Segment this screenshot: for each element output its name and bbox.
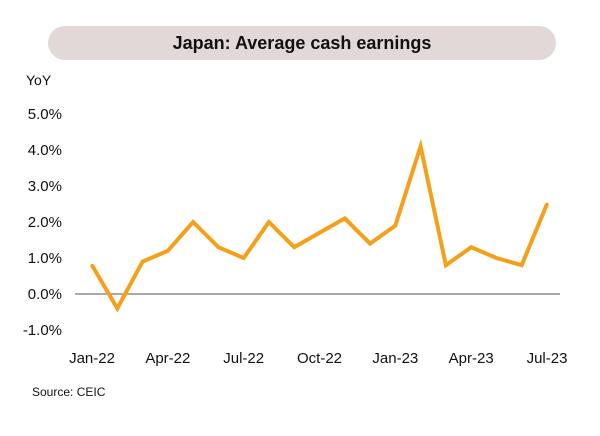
x-tick-label: Jan-22 [69, 350, 115, 367]
data-point [520, 263, 524, 267]
x-tick-label: Oct-22 [297, 350, 342, 367]
series-layer [90, 138, 549, 313]
x-tick-label: Jan-23 [372, 350, 418, 367]
data-point [494, 256, 498, 260]
data-point [545, 202, 549, 206]
data-point [115, 306, 119, 310]
y-axis-label: YoY [26, 72, 52, 88]
y-axis-ticks: 5.0% 4.0% 3.0% 2.0% 1.0% 0.0% -1.0% [23, 106, 62, 339]
data-point [444, 263, 448, 267]
x-tick-label: Apr-22 [145, 350, 190, 367]
chart-title: Japan: Average cash earnings [172, 32, 432, 53]
source-note: Source: CEIC [32, 385, 106, 399]
data-point [419, 144, 423, 148]
data-point [166, 249, 170, 253]
data-point [343, 216, 347, 220]
chart-title-banner: Japan: Average cash earnings [48, 26, 556, 60]
data-point [318, 231, 321, 235]
data-point [393, 224, 397, 228]
y-tick-label: 2.0% [28, 214, 62, 231]
data-point [292, 245, 296, 249]
data-point [216, 245, 220, 249]
y-tick-label: 5.0% [28, 106, 62, 123]
x-axis-ticks: Jan-22 Apr-22 Jul-22 Oct-22 Jan-23 Apr-23 Jul-… [69, 350, 567, 367]
y-tick-label: -1.0% [23, 322, 62, 339]
data-point [141, 260, 145, 264]
y-tick-label: 0.0% [28, 286, 62, 303]
data-point [469, 245, 473, 249]
x-tick-label: Jul-23 [527, 350, 568, 367]
data-point [242, 256, 246, 260]
series-line [90, 138, 549, 313]
data-point [191, 220, 195, 224]
x-tick-label: Jul-22 [223, 350, 264, 367]
x-tick-label: Apr-23 [449, 350, 494, 367]
data-point [90, 263, 94, 267]
y-tick-label: 3.0% [28, 178, 62, 195]
y-tick-label: 1.0% [28, 250, 62, 267]
data-point [267, 220, 271, 224]
y-tick-label: 4.0% [28, 142, 62, 159]
data-point [368, 242, 372, 246]
